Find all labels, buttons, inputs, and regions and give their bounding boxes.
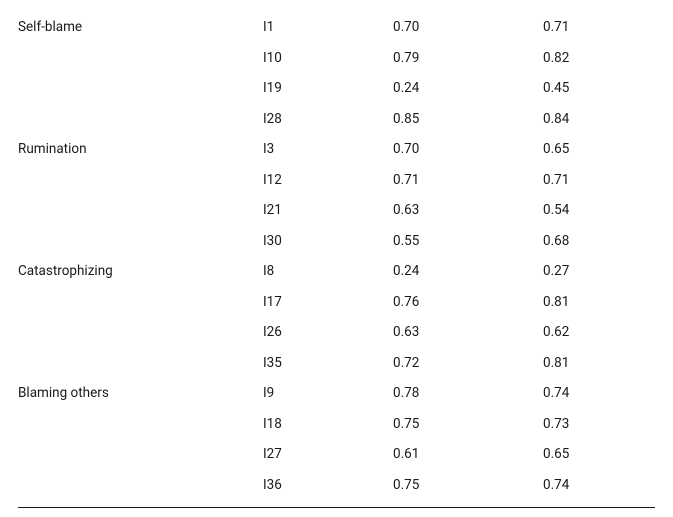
row-label [18, 409, 263, 440]
row-value-2: 0.74 [543, 470, 655, 501]
row-item: I10 [263, 43, 393, 74]
factor-loadings-table: Self-blame I1 0.70 0.71 I10 0.79 0.82 I1… [18, 12, 655, 500]
table-row: I19 0.24 0.45 [18, 73, 655, 104]
row-label [18, 73, 263, 104]
row-label [18, 104, 263, 135]
row-value-1: 0.76 [393, 287, 543, 318]
row-value-1: 0.72 [393, 348, 543, 379]
row-label [18, 470, 263, 501]
row-label [18, 43, 263, 74]
row-item: I30 [263, 226, 393, 257]
row-item: I28 [263, 104, 393, 135]
row-value-2: 0.65 [543, 439, 655, 470]
row-item: I21 [263, 195, 393, 226]
row-value-2: 0.71 [543, 12, 655, 43]
row-item: I17 [263, 287, 393, 318]
table-row: I17 0.76 0.81 [18, 287, 655, 318]
table-row: I18 0.75 0.73 [18, 409, 655, 440]
row-label: Rumination [18, 134, 263, 165]
row-item: I3 [263, 134, 393, 165]
table-row: I28 0.85 0.84 [18, 104, 655, 135]
row-value-2: 0.74 [543, 378, 655, 409]
row-item: I18 [263, 409, 393, 440]
row-value-2: 0.68 [543, 226, 655, 257]
table-row: I27 0.61 0.65 [18, 439, 655, 470]
row-value-1: 0.61 [393, 439, 543, 470]
row-item: I36 [263, 470, 393, 501]
row-value-1: 0.75 [393, 470, 543, 501]
table-row: Blaming others I9 0.78 0.74 [18, 378, 655, 409]
row-item: I26 [263, 317, 393, 348]
table-row: I30 0.55 0.68 [18, 226, 655, 257]
table-row: Self-blame I1 0.70 0.71 [18, 12, 655, 43]
row-value-1: 0.63 [393, 195, 543, 226]
table-body: Self-blame I1 0.70 0.71 I10 0.79 0.82 I1… [18, 12, 655, 500]
row-value-2: 0.45 [543, 73, 655, 104]
row-item: I27 [263, 439, 393, 470]
row-value-2: 0.81 [543, 287, 655, 318]
row-label [18, 317, 263, 348]
row-label [18, 195, 263, 226]
row-label: Catastrophizing [18, 256, 263, 287]
row-value-1: 0.24 [393, 73, 543, 104]
row-item: I1 [263, 12, 393, 43]
table-row: I26 0.63 0.62 [18, 317, 655, 348]
row-label: Blaming others [18, 378, 263, 409]
row-value-2: 0.65 [543, 134, 655, 165]
table-row: I36 0.75 0.74 [18, 470, 655, 501]
row-value-1: 0.63 [393, 317, 543, 348]
row-label [18, 287, 263, 318]
row-item: I9 [263, 378, 393, 409]
table-row: I12 0.71 0.71 [18, 165, 655, 196]
row-value-1: 0.78 [393, 378, 543, 409]
row-item: I35 [263, 348, 393, 379]
row-value-1: 0.85 [393, 104, 543, 135]
row-value-2: 0.71 [543, 165, 655, 196]
row-label [18, 439, 263, 470]
row-value-2: 0.82 [543, 43, 655, 74]
row-value-1: 0.55 [393, 226, 543, 257]
row-label [18, 348, 263, 379]
row-value-1: 0.71 [393, 165, 543, 196]
row-label [18, 226, 263, 257]
row-value-1: 0.24 [393, 256, 543, 287]
table-row: Rumination I3 0.70 0.65 [18, 134, 655, 165]
row-value-2: 0.54 [543, 195, 655, 226]
row-value-2: 0.27 [543, 256, 655, 287]
row-item: I19 [263, 73, 393, 104]
row-label [18, 165, 263, 196]
row-value-2: 0.62 [543, 317, 655, 348]
table-bottom-rule [18, 500, 655, 508]
table-row: Catastrophizing I8 0.24 0.27 [18, 256, 655, 287]
row-label: Self-blame [18, 12, 263, 43]
table-row: I21 0.63 0.54 [18, 195, 655, 226]
row-value-2: 0.81 [543, 348, 655, 379]
table-row: I35 0.72 0.81 [18, 348, 655, 379]
row-value-2: 0.84 [543, 104, 655, 135]
row-item: I12 [263, 165, 393, 196]
row-value-1: 0.70 [393, 12, 543, 43]
row-item: I8 [263, 256, 393, 287]
row-value-1: 0.79 [393, 43, 543, 74]
table-row: I10 0.79 0.82 [18, 43, 655, 74]
row-value-1: 0.70 [393, 134, 543, 165]
row-value-1: 0.75 [393, 409, 543, 440]
row-value-2: 0.73 [543, 409, 655, 440]
